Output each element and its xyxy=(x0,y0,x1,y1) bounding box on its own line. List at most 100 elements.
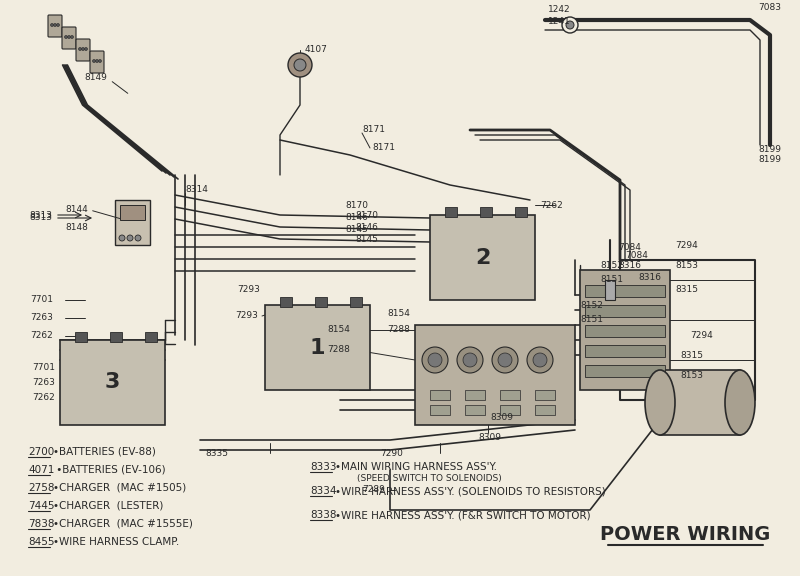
Bar xyxy=(500,405,520,415)
Text: 7084: 7084 xyxy=(618,244,641,252)
Circle shape xyxy=(566,21,574,29)
Text: 2700: 2700 xyxy=(28,447,54,457)
Text: 8334: 8334 xyxy=(310,486,337,496)
Bar xyxy=(110,332,122,342)
Text: 8333: 8333 xyxy=(310,462,337,472)
Bar xyxy=(465,390,485,400)
Circle shape xyxy=(498,353,512,367)
Bar xyxy=(585,345,665,357)
Circle shape xyxy=(422,347,448,373)
Text: 8309: 8309 xyxy=(478,434,501,442)
Text: 7294: 7294 xyxy=(675,241,698,249)
Text: 8146: 8146 xyxy=(345,213,368,222)
Text: 8314: 8314 xyxy=(185,185,208,195)
Text: •WIRE HARNESS ASS'Y. (SOLENOIDS TO RESISTORS): •WIRE HARNESS ASS'Y. (SOLENOIDS TO RESIS… xyxy=(335,486,606,496)
Circle shape xyxy=(492,347,518,373)
FancyBboxPatch shape xyxy=(62,27,76,49)
Text: 7084: 7084 xyxy=(625,251,648,260)
Bar xyxy=(430,215,535,300)
Bar xyxy=(605,280,615,300)
Text: 1241: 1241 xyxy=(548,17,570,26)
Bar xyxy=(415,325,575,425)
Text: 8313: 8313 xyxy=(29,210,52,219)
Text: 8313: 8313 xyxy=(29,214,52,222)
Text: 8144: 8144 xyxy=(66,206,88,214)
Text: 8153: 8153 xyxy=(680,370,703,380)
Text: 7290: 7290 xyxy=(380,449,403,457)
Circle shape xyxy=(93,59,95,63)
Circle shape xyxy=(294,59,306,71)
Text: 7263: 7263 xyxy=(30,313,53,323)
Circle shape xyxy=(54,24,57,26)
Text: 7701: 7701 xyxy=(32,363,55,372)
Text: •WIRE HARNESS CLAMP.: •WIRE HARNESS CLAMP. xyxy=(53,537,179,547)
Text: 7838: 7838 xyxy=(28,519,54,529)
Bar xyxy=(500,390,520,400)
Circle shape xyxy=(562,17,578,33)
Text: 1: 1 xyxy=(310,338,326,358)
Circle shape xyxy=(82,47,85,51)
Text: 8455: 8455 xyxy=(28,537,54,547)
Bar xyxy=(315,297,327,307)
Text: •CHARGER  (MAC #1555E): •CHARGER (MAC #1555E) xyxy=(53,519,193,529)
Circle shape xyxy=(119,235,125,241)
Text: 2758: 2758 xyxy=(28,483,54,493)
Text: 7083: 7083 xyxy=(758,3,781,13)
Text: 2: 2 xyxy=(475,248,490,267)
Bar xyxy=(480,207,492,217)
Circle shape xyxy=(533,353,547,367)
Bar xyxy=(60,340,165,425)
Text: 7445: 7445 xyxy=(28,501,54,511)
Text: 7701: 7701 xyxy=(30,295,53,305)
Text: 8145: 8145 xyxy=(355,234,378,244)
Bar xyxy=(265,305,370,390)
Text: 3: 3 xyxy=(105,373,120,392)
Circle shape xyxy=(67,36,70,39)
Text: 8199: 8199 xyxy=(758,146,781,154)
Text: 8145: 8145 xyxy=(345,225,368,233)
Bar xyxy=(535,405,555,415)
Bar xyxy=(585,305,665,317)
Text: 8148: 8148 xyxy=(65,223,88,233)
Circle shape xyxy=(527,347,553,373)
Bar xyxy=(430,390,450,400)
Circle shape xyxy=(463,353,477,367)
Bar xyxy=(580,270,670,390)
Text: 8309: 8309 xyxy=(490,414,513,423)
Text: 8151: 8151 xyxy=(600,275,623,285)
Circle shape xyxy=(288,53,312,77)
FancyBboxPatch shape xyxy=(120,205,145,220)
Text: •WIRE HARNESS ASS'Y. (F&R SWITCH TO MOTOR): •WIRE HARNESS ASS'Y. (F&R SWITCH TO MOTO… xyxy=(335,510,590,520)
Text: POWER WIRING: POWER WIRING xyxy=(600,525,770,544)
Text: •CHARGER  (LESTER): •CHARGER (LESTER) xyxy=(53,501,163,511)
Bar xyxy=(585,365,665,377)
Bar xyxy=(585,285,665,297)
Text: 8152: 8152 xyxy=(600,260,623,270)
Text: 8146: 8146 xyxy=(355,222,378,232)
Bar xyxy=(585,325,665,337)
Text: 8316: 8316 xyxy=(618,260,641,270)
Text: 7293: 7293 xyxy=(237,286,260,294)
Bar xyxy=(445,207,457,217)
Text: 8154: 8154 xyxy=(387,309,410,317)
Bar xyxy=(465,405,485,415)
Circle shape xyxy=(457,347,483,373)
Text: 4107: 4107 xyxy=(305,46,328,55)
Circle shape xyxy=(135,235,141,241)
Text: 8151: 8151 xyxy=(580,316,603,324)
Circle shape xyxy=(428,353,442,367)
Text: 8171: 8171 xyxy=(372,143,395,153)
Bar xyxy=(280,297,292,307)
Circle shape xyxy=(57,24,59,26)
Circle shape xyxy=(65,36,67,39)
Text: 8315: 8315 xyxy=(675,286,698,294)
FancyBboxPatch shape xyxy=(115,200,150,245)
Text: 8171: 8171 xyxy=(362,126,385,135)
Text: 7262: 7262 xyxy=(30,332,53,340)
Text: 8338: 8338 xyxy=(310,510,337,520)
Bar xyxy=(660,370,740,435)
Circle shape xyxy=(95,59,98,63)
Text: 8335: 8335 xyxy=(205,449,228,457)
Text: 8316: 8316 xyxy=(638,274,661,282)
Text: 4071: 4071 xyxy=(28,465,54,475)
